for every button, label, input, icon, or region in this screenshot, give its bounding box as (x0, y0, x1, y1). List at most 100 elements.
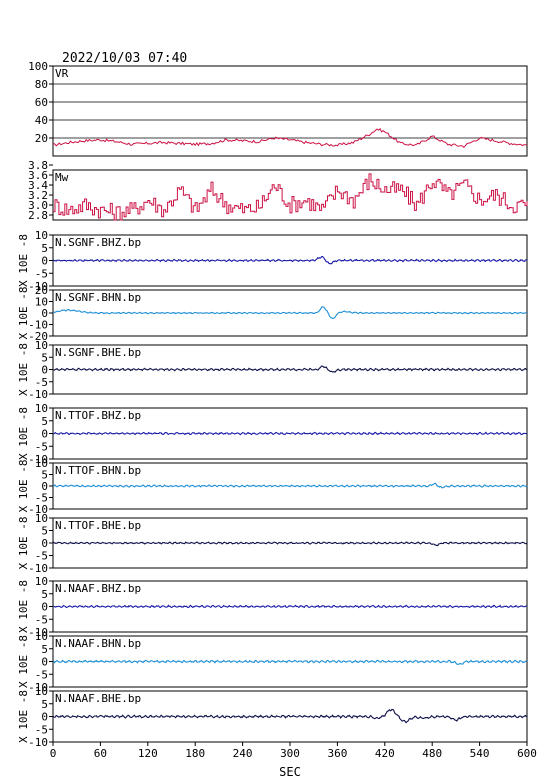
y-tick-label: 0 (41, 307, 48, 320)
x-tick-label: 600 (517, 747, 537, 760)
y-tick-label: 10 (35, 296, 48, 309)
x-axis: 0 60 120 180 240 300 360 420 480 540 600 (50, 742, 537, 760)
y-tick-label: 20 (35, 284, 48, 297)
unit-label: X 10E -8 (17, 460, 30, 513)
y-tick-label: -5 (35, 613, 48, 626)
y-tick-label: 10 (35, 457, 48, 470)
waveform-trace (52, 708, 528, 724)
y-tick-label: 0 (41, 364, 48, 377)
y-tick-label: 10 (35, 512, 48, 525)
y-tick-label: 5 (41, 469, 48, 482)
y-tick-label: 5 (41, 643, 48, 656)
y-tick-label: -10 (28, 453, 48, 466)
panels-group: 20406080100VR2.83.03.23.43.63.8Mw-10-505… (17, 60, 528, 749)
x-tick-label: 540 (470, 747, 490, 760)
y-tick-label: 5 (41, 525, 48, 538)
panel-label: N.NAAF.BHZ.bp (55, 582, 141, 595)
x-tick-label: 120 (138, 747, 158, 760)
y-tick-label: 5 (41, 242, 48, 255)
waveform-trace (52, 659, 528, 665)
x-tick-label: 420 (375, 747, 395, 760)
y-tick-label: 0 (41, 428, 48, 441)
x-tick-label: 480 (422, 747, 442, 760)
panel-label: Mw (55, 171, 69, 184)
unit-label: X 10E -8 (17, 287, 30, 340)
x-axis-label: SEC (279, 765, 301, 779)
panel-label: N.TTOF.BHZ.bp (55, 409, 141, 422)
waveform-trace (52, 604, 528, 609)
y-tick-label: 10 (35, 630, 48, 643)
y-tick-label: 10 (35, 229, 48, 242)
waveform-trace (52, 365, 528, 373)
unit-label: X 10E -8 (17, 635, 30, 688)
y-tick-label: 3.0 (28, 199, 48, 212)
panel-mw: 2.83.03.23.43.63.8 Mw (28, 159, 528, 222)
mw-trace (53, 173, 528, 221)
y-tick-label: -5 (35, 550, 48, 563)
unit-label: X 10E -8 (17, 343, 30, 396)
unit-label: X 10E -8 (17, 690, 30, 743)
waveform-trace (52, 431, 528, 436)
y-tick-label: 0 (41, 537, 48, 550)
y-tick-label: -5 (35, 668, 48, 681)
x-tick-label: 240 (233, 747, 253, 760)
panel-label: N.SGNF.BHE.bp (55, 346, 141, 359)
y-tick-label: -10 (28, 626, 48, 639)
y-tick-label: -5 (35, 440, 48, 453)
y-tick-label: 10 (35, 685, 48, 698)
y-tick-label: 100 (28, 60, 48, 73)
y-tick-label: -10 (28, 562, 48, 575)
waveform-trace (52, 306, 527, 320)
x-tick-label: 300 (280, 747, 300, 760)
y-tick-label: 0 (41, 255, 48, 268)
y-tick-label: 5 (41, 415, 48, 428)
waveform-trace (52, 482, 528, 489)
panel-vr: 20 40 60 80 100 VR (28, 60, 528, 157)
x-tick-label: 360 (327, 747, 347, 760)
y-tick-label: 5 (41, 588, 48, 601)
y-tick-label: -20 (28, 330, 48, 343)
y-tick-label: 0 (41, 480, 48, 493)
x-tick-label: 60 (94, 747, 107, 760)
unit-label: X 10E -8 (17, 580, 30, 633)
y-tick-label: 3.4 (28, 179, 48, 192)
y-tick-label: 5 (41, 698, 48, 711)
y-tick-label: 0 (41, 656, 48, 669)
figure-datetime: 2022/10/03 07:40 (62, 51, 187, 66)
x-tick-label: 0 (50, 747, 57, 760)
panel-label: N.TTOF.BHN.bp (55, 464, 141, 477)
panel-label: N.NAAF.BHN.bp (55, 637, 141, 650)
panel-label: VR (55, 67, 69, 80)
panel-label: N.TTOF.BHE.bp (55, 519, 141, 532)
y-tick-label: -5 (35, 267, 48, 280)
vr-trace (52, 128, 528, 148)
y-tick-label: 20 (35, 132, 48, 145)
y-tick-label: 10 (35, 402, 48, 415)
y-tick-label: 5 (41, 351, 48, 364)
y-tick-label: 3.2 (28, 189, 48, 202)
y-tick-label: -10 (28, 388, 48, 401)
y-tick-label: 2.8 (28, 209, 48, 222)
panel-label: N.SGNF.BHN.bp (55, 291, 141, 304)
unit-label: X 10E -8 (17, 407, 30, 460)
y-tick-label: 10 (35, 575, 48, 588)
waveform-trace (52, 541, 528, 547)
y-tick-label: -10 (28, 681, 48, 694)
unit-label: X 10E -8 (17, 517, 30, 570)
y-tick-label: 60 (35, 96, 48, 109)
waveform-trace (52, 255, 528, 265)
y-tick-label: 10 (35, 339, 48, 352)
y-tick-label: -10 (28, 319, 48, 332)
y-tick-label: 80 (35, 78, 48, 91)
y-tick-label: 3.8 (28, 159, 48, 172)
